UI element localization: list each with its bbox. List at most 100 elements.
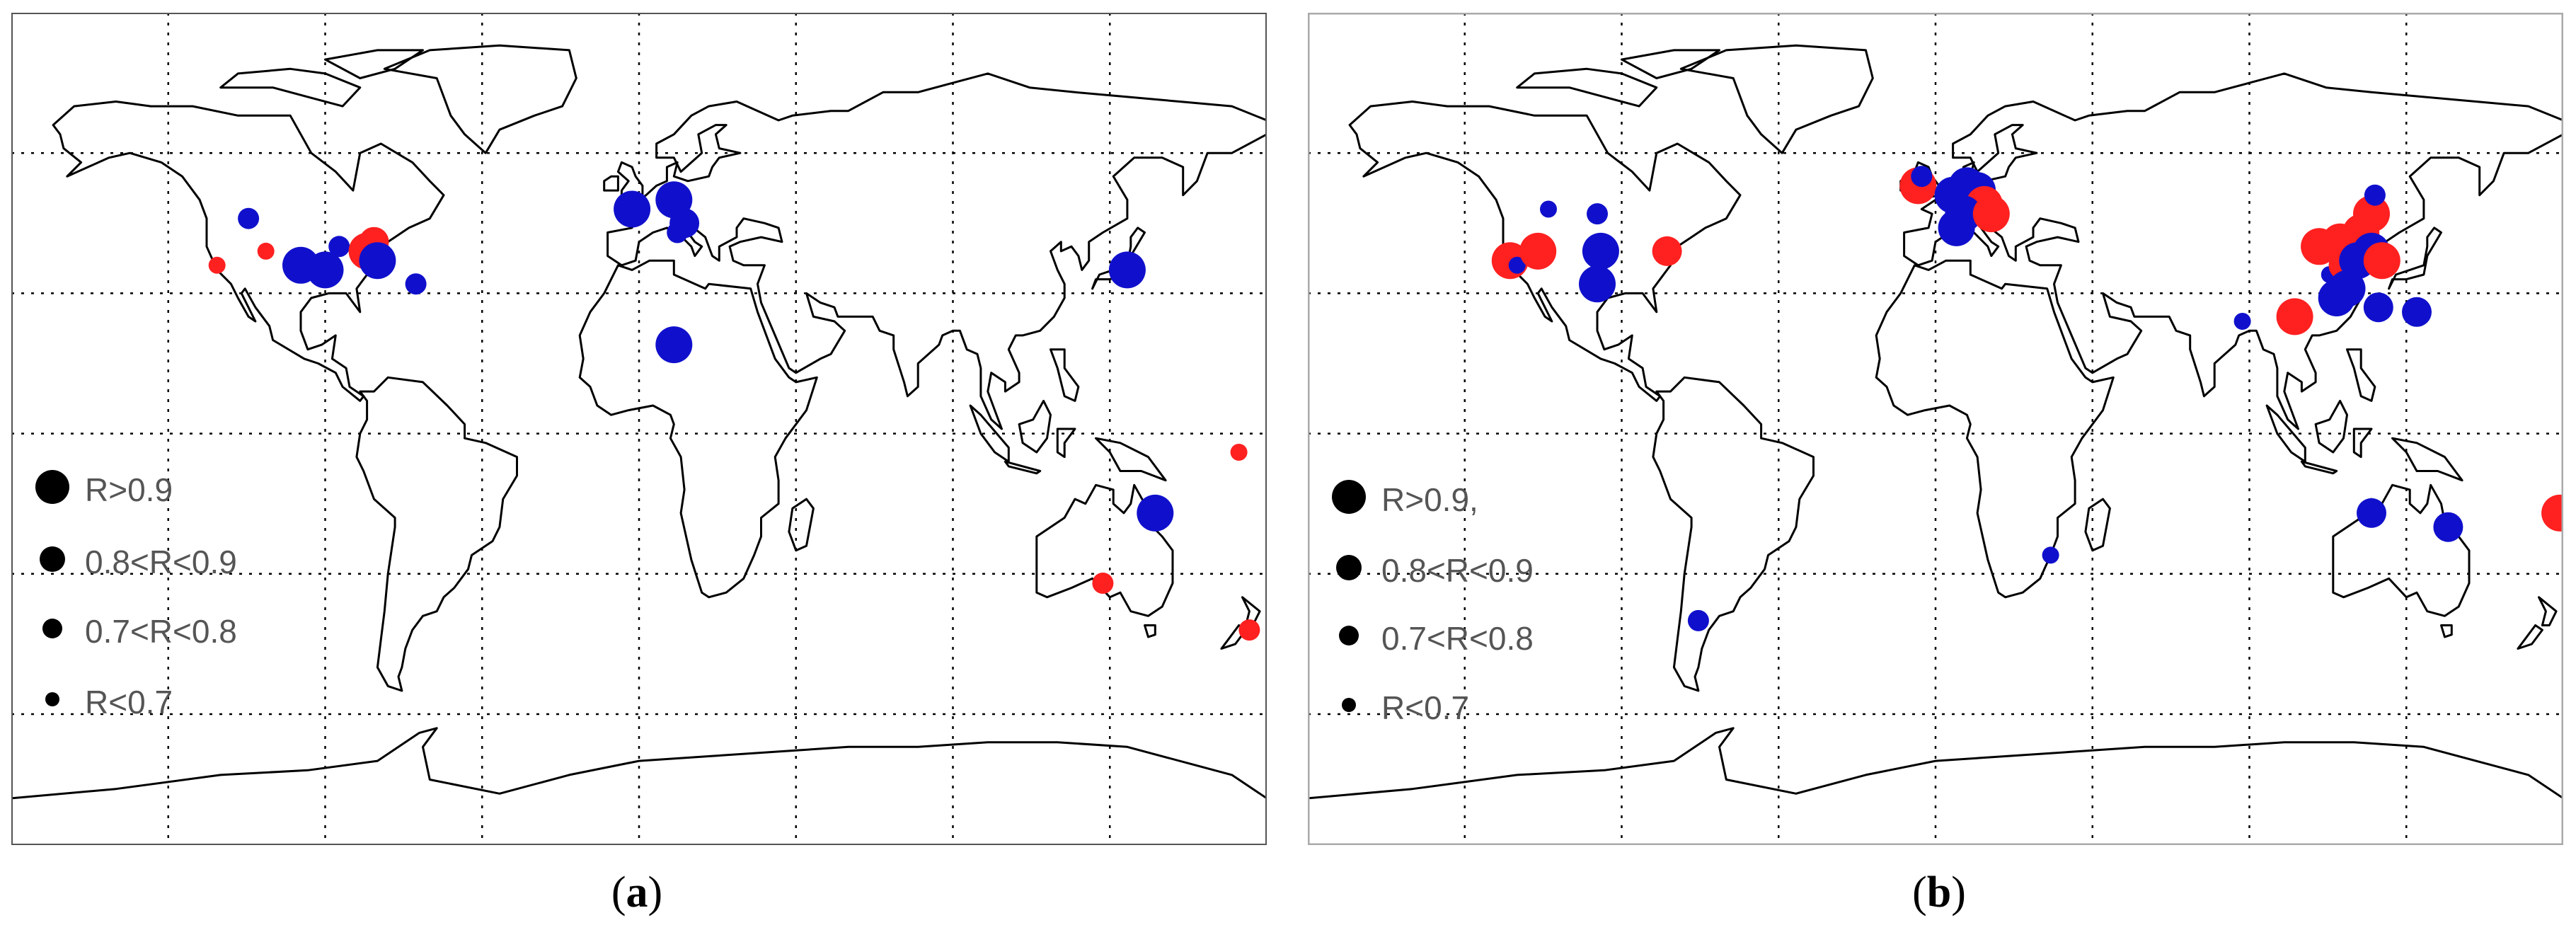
legend-label-b-4: R<0.7	[1381, 689, 1469, 726]
landmass-outline	[1903, 72, 2563, 430]
site-marker-red	[257, 242, 275, 260]
map-canvas-a: R>0.9 0.8<R<0.9 0.7<R<0.8 R<0.7	[11, 13, 1267, 845]
site-marker-red	[2276, 298, 2313, 335]
legend-label-b-1: R>0.9,	[1381, 481, 1478, 518]
landmass-outline	[1652, 376, 1815, 692]
legend-dot-a-1	[35, 470, 69, 504]
landmass-outline	[2314, 399, 2348, 454]
landmass-outline	[1095, 437, 1167, 482]
site-marker-blue	[359, 242, 396, 280]
landmass-outline	[1348, 101, 1742, 402]
site-marker-blue	[1911, 166, 1933, 188]
map-panel-b: R>0.9, 0.8<R<0.9 0.7<R<0.8 R<0.7	[1308, 13, 2563, 845]
site-marker-blue	[405, 273, 427, 295]
landmass-outline	[1875, 259, 2115, 599]
site-markers-b	[1491, 166, 2563, 631]
landmass-outline	[1018, 399, 1052, 454]
legend-b: R>0.9, 0.8<R<0.9 0.7<R<0.8 R<0.7	[1332, 480, 1534, 726]
site-marker-blue	[667, 222, 689, 243]
site-marker-blue	[238, 207, 260, 229]
graticule-a	[11, 13, 1267, 845]
landmass-outline	[616, 161, 644, 201]
landmass-outline	[2517, 624, 2543, 650]
caption-letter-a: a	[626, 868, 648, 917]
legend-a: R>0.9 0.8<R<0.9 0.7<R<0.8 R<0.7	[35, 470, 237, 721]
site-marker-blue	[2402, 297, 2432, 327]
site-marker-blue	[306, 251, 344, 289]
site-marker-blue	[2233, 313, 2251, 330]
legend-dot-a-2	[40, 546, 65, 572]
site-marker-blue	[2364, 184, 2386, 206]
landmass-outline	[603, 175, 619, 192]
site-marker-blue	[2318, 280, 2355, 316]
site-marker-blue	[1579, 265, 1616, 303]
site-marker-red	[1230, 444, 1248, 461]
landmass-outline	[1050, 348, 1080, 402]
site-marker-red	[1519, 232, 1557, 270]
site-marker-red	[1092, 573, 1114, 594]
site-marker-blue	[655, 326, 693, 364]
site-marker-blue	[1938, 209, 1975, 246]
landmass-outline	[324, 49, 424, 79]
landmass-outline	[2300, 460, 2338, 475]
legend-dot-b-4	[1342, 698, 1356, 712]
legend-label-b-3: 0.7<R<0.8	[1381, 620, 1534, 657]
site-marker-blue	[1582, 232, 1619, 270]
landmass-outline	[788, 498, 815, 552]
landmass-outline	[606, 72, 1267, 430]
site-marker-red	[208, 256, 226, 274]
site-marker-red	[2541, 494, 2563, 532]
site-marker-blue	[2363, 292, 2393, 323]
graticule-b	[1308, 13, 2563, 845]
caption-letter-b: b	[1926, 868, 1952, 917]
landmass-outline	[2440, 624, 2453, 638]
legend-label-b-2: 0.8<R<0.9	[1381, 552, 1534, 589]
site-marker-blue	[1540, 200, 1557, 218]
landmass-outline	[355, 376, 518, 692]
site-marker-red	[2363, 242, 2400, 280]
landmass-outline	[11, 727, 1267, 845]
landmass-outline	[2538, 596, 2558, 626]
landmass-outline	[1056, 427, 1076, 459]
landmass-outline	[1516, 67, 1658, 108]
panel-frame-a	[11, 13, 1267, 845]
site-marker-blue	[328, 236, 350, 258]
landmass-outline	[2391, 437, 2463, 482]
panel-frame-b	[1308, 13, 2563, 845]
site-marker-blue	[1137, 494, 1174, 532]
legend-label-a-4: R<0.7	[85, 684, 173, 721]
site-marker-red	[1238, 619, 1260, 641]
landmass-outline	[2084, 498, 2111, 552]
landmass-outline	[1308, 727, 2563, 845]
site-marker-blue	[614, 190, 651, 228]
site-marker-blue	[2433, 512, 2463, 542]
legend-dot-b-1	[1332, 480, 1366, 514]
site-marker-blue	[1508, 256, 1526, 274]
landmass-outline	[2346, 348, 2376, 402]
legend-label-a-1: R>0.9	[85, 471, 173, 508]
caption-b: (b)	[1912, 868, 1966, 917]
map-canvas-b: R>0.9, 0.8<R<0.9 0.7<R<0.8 R<0.7	[1308, 13, 2563, 845]
landmass-outline	[1621, 49, 1720, 79]
landmass-outline	[578, 259, 818, 599]
continents-a	[11, 44, 1267, 845]
legend-dot-a-4	[45, 692, 59, 706]
map-panel-a: R>0.9 0.8<R<0.9 0.7<R<0.8 R<0.7	[11, 13, 1267, 845]
legend-label-a-2: 0.8<R<0.9	[85, 544, 237, 580]
landmass-outline	[1679, 44, 1874, 154]
legend-dot-b-3	[1339, 626, 1359, 645]
legend-dot-b-2	[1336, 555, 1362, 580]
site-marker-blue	[1687, 609, 1709, 631]
landmass-outline	[52, 101, 445, 402]
legend-dot-a-3	[42, 619, 62, 638]
landmass-outline	[219, 67, 362, 108]
landmass-outline	[2352, 427, 2373, 459]
legend-label-a-3: 0.7<R<0.8	[85, 613, 237, 650]
site-marker-red	[1972, 195, 2010, 233]
continents-b	[1308, 44, 2563, 845]
landmass-outline	[1144, 624, 1156, 638]
site-marker-blue	[2357, 498, 2386, 528]
site-marker-blue	[1108, 251, 1146, 289]
caption-a: (a)	[611, 868, 663, 917]
landmass-outline	[2388, 226, 2442, 290]
